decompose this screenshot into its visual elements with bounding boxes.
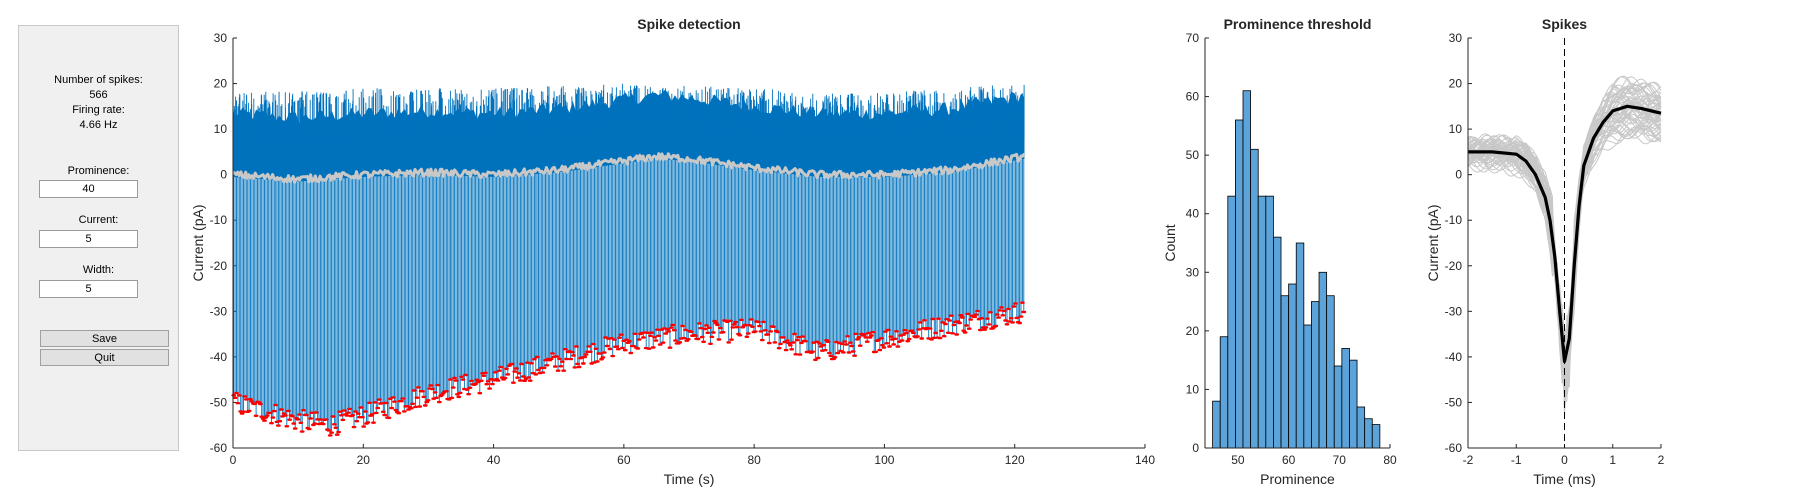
histogram-bar [1364,418,1373,449]
histogram-bar [1250,148,1259,449]
save-button[interactable]: Save [40,330,169,347]
x-tick-label: 2 [1658,453,1665,467]
spike-trace [233,83,1025,436]
x-axis-label: Prominence [1260,471,1335,487]
histogram-bar [1311,301,1320,449]
histogram-bar [1212,400,1221,449]
histogram-bar [1318,271,1328,449]
firing-rate-value: 4.66 Hz [79,119,118,131]
prominence-histogram-axes: 50 60 70 80 0 10 20 30 40 50 60 70 Prominence thresh… [1162,16,1397,487]
y-tick-label: -40 [210,350,228,364]
spike-count-label: Number of spikes: [54,74,143,86]
y-tick-label: -60 [210,441,228,455]
y-tick-label: 40 [1186,207,1200,221]
y-tick-label: 20 [214,77,228,91]
x-tick-label: 100 [874,453,894,467]
y-tick-label: -30 [1445,304,1463,318]
x-tick-label: 0 [1561,453,1568,467]
mean-spike-waveform [1468,104,1662,363]
y-tick-label: 0 [220,168,227,182]
y-tick-label: -50 [210,395,228,409]
x-tick-label: 60 [1282,453,1296,467]
width-input[interactable] [39,280,138,298]
spike-waveforms-axes: -2 -1 0 1 2-60-50-40-30-20-100102030SpikesTi… [1425,16,1665,487]
y-tick-label: -20 [1445,259,1463,273]
current-label: Current: [78,214,119,226]
histogram-bar [1288,283,1297,449]
y-tick-label: 30 [214,31,228,45]
y-tick-label: -10 [1445,213,1463,227]
x-axis-label: Time (s) [664,471,715,487]
prominence-label: Prominence: [67,165,130,177]
histogram-bar [1333,365,1343,449]
histogram-bar [1326,295,1335,449]
y-tick-label: 20 [1449,77,1463,91]
y-tick-label: 10 [1449,122,1463,136]
quit-button[interactable]: Quit [40,349,169,366]
y-tick-label: -40 [1445,350,1463,364]
y-axis-label: Current (pA) [1425,204,1441,281]
histogram-bar [1273,236,1282,449]
histogram-bar [1341,348,1350,449]
chart-title: Prominence threshold [1224,16,1372,32]
y-tick-label: -60 [1445,441,1463,455]
histogram-bar [1242,90,1252,449]
width-label: Width: [82,264,115,276]
x-tick-label: -2 [1463,453,1474,467]
x-tick-label: -1 [1511,453,1522,467]
histogram-bar [1227,195,1236,449]
x-tick-label: 40 [487,453,501,467]
x-tick-label: 80 [747,453,761,467]
histogram-bar [1349,359,1358,449]
histogram-bar [1371,424,1381,449]
baseline-trace [232,152,1026,184]
current-input[interactable] [39,230,138,248]
control-panel: Number of spikes: 566 Firing rate: 4.66 … [18,25,179,451]
histogram-bar [1219,336,1229,449]
y-tick-label: -50 [1445,395,1463,409]
chart-title: Spike detection [637,16,740,32]
detected-peaks [231,301,1027,437]
y-tick-label: 60 [1186,90,1200,104]
y-axis-label: Current (pA) [190,204,206,281]
histogram-bar [1280,295,1290,449]
y-tick-label: -20 [210,259,228,273]
y-tick-label: 50 [1186,148,1200,162]
x-tick-label: 50 [1231,453,1245,467]
histogram-bar [1356,406,1366,449]
y-tick-label: 10 [1186,382,1200,396]
y-tick-label: 0 [1455,168,1462,182]
histogram-bar [1257,195,1267,449]
histogram-bar [1295,242,1305,449]
y-axis-label: Count [1162,224,1178,261]
y-tick-label: 20 [1186,324,1200,338]
y-tick-label: 30 [1186,265,1200,279]
x-tick-label: 140 [1135,453,1155,467]
x-tick-label: 60 [617,453,631,467]
prominence-input[interactable] [39,180,138,198]
y-tick-label: -10 [210,213,228,227]
spike-count-value: 566 [89,89,108,101]
histogram-bar [1235,119,1244,449]
x-tick-label: 20 [357,453,371,467]
y-tick-label: 10 [214,122,228,136]
histogram-bar [1303,324,1312,449]
spike-detection-axes: 0 20 40 60 80 100 120 140 -60 -50 -40 -30 -20 -10 0 10 2… [190,16,1155,487]
chart-title: Spikes [1542,16,1587,32]
firing-rate-label: Firing rate: [72,104,125,116]
x-tick-label: 70 [1333,453,1347,467]
y-tick-label: 30 [1449,31,1463,45]
x-tick-label: 80 [1383,453,1397,467]
x-tick-label: 120 [1005,453,1025,467]
x-tick-label: 1 [1609,453,1616,467]
y-tick-label: -30 [210,304,228,318]
y-tick-label: 0 [1192,441,1199,455]
y-tick-label: 70 [1186,31,1200,45]
histogram-bar [1265,195,1274,449]
x-tick-label: 0 [230,453,237,467]
x-axis-label: Time (ms) [1533,471,1595,487]
